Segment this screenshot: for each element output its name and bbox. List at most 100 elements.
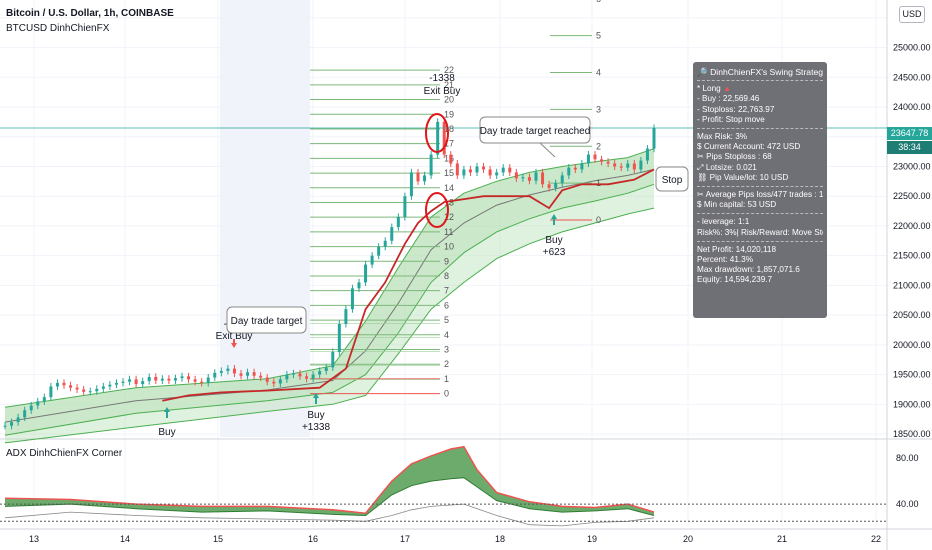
y-tick-22000.00: 22000.00 <box>893 221 931 231</box>
account-row: $ Current Account: 472 USD <box>697 142 801 152</box>
up-triangle-icon: ▲ <box>722 84 732 94</box>
level-label-5: 5 <box>444 315 449 325</box>
candle-body <box>278 379 282 384</box>
level-label-4: 4 <box>444 330 449 340</box>
level-label-22: 22 <box>444 65 454 75</box>
level-label-20: 20 <box>444 95 454 105</box>
candle-body <box>101 386 105 389</box>
candle-body <box>567 167 571 176</box>
candle-body <box>455 163 459 176</box>
candle-body <box>573 167 577 170</box>
buy-label-3: Buy <box>545 235 562 246</box>
x-tick-13: 13 <box>29 534 39 544</box>
x-tick-18: 18 <box>495 534 505 544</box>
y-tick-20500.00: 20500.00 <box>893 310 931 320</box>
buy-pips-3: +623 <box>543 247 566 258</box>
risk-reward-row: Risk%: 3%| Risk/Reward: Move Stop <box>697 227 823 237</box>
channel-mid-line <box>4 168 655 423</box>
y-tick-21000.00: 21000.00 <box>893 280 931 290</box>
buy-label-2: Buy <box>307 410 324 421</box>
level-label-14: 14 <box>444 183 454 193</box>
right-level-label-0: 0 <box>596 215 601 225</box>
level-label-10: 10 <box>444 242 454 252</box>
adx-title: ADX DinhChienFX Corner <box>6 448 123 459</box>
y-tick-19500.00: 19500.00 <box>893 370 931 380</box>
level-label-6: 6 <box>444 300 449 310</box>
avg-pips-row: ✂ Average Pips loss/477 trades : 16 <box>697 190 823 200</box>
level-label-13: 13 <box>444 197 454 207</box>
candle-body <box>324 367 328 372</box>
y-tick-24500.00: 24500.00 <box>893 72 931 82</box>
x-tick-20: 20 <box>683 534 693 544</box>
x-tick-22: 22 <box>871 534 881 544</box>
candle-body <box>534 172 538 181</box>
channel-band-inner <box>5 148 654 436</box>
candle-body <box>390 227 394 241</box>
drawdown-row: Max drawdown: 1,857,071.6 <box>697 265 800 275</box>
candle-body <box>409 172 413 197</box>
channel-lower-line <box>4 183 655 436</box>
level-label-8: 8 <box>444 271 449 281</box>
position-row: * Long ▲ <box>697 84 823 94</box>
candle-body <box>619 166 623 168</box>
x-tick-21: 21 <box>777 534 787 544</box>
net-profit-row: Net Profit: 14,020,118 <box>697 244 777 254</box>
callout-stop-text: Stop <box>662 175 683 186</box>
candle-body <box>219 371 223 373</box>
candle-body <box>508 167 512 173</box>
candle-body <box>147 376 151 382</box>
candle-body <box>305 376 309 379</box>
candle-body <box>377 246 381 256</box>
level-label-2: 2 <box>444 359 449 369</box>
level-label-17: 17 <box>444 139 454 149</box>
candle-body <box>370 255 374 265</box>
adx-line <box>4 445 655 514</box>
right-level-label-4: 4 <box>596 68 601 78</box>
candle-body <box>632 163 636 170</box>
candle-body <box>272 381 276 384</box>
y-tick-19000.00: 19000.00 <box>893 399 931 409</box>
candle-body <box>252 372 256 376</box>
candle-body <box>482 166 486 170</box>
x-tick-15: 15 <box>213 534 223 544</box>
percent-row: Percent: 41.3% <box>697 255 753 265</box>
buy-arrow-2-icon <box>313 393 319 404</box>
candle-body <box>475 166 479 173</box>
candle-body <box>554 183 558 188</box>
candle-body <box>114 382 118 385</box>
candle-body <box>645 148 649 161</box>
candle-body <box>246 372 250 376</box>
candle-body <box>141 381 145 385</box>
candle-body <box>449 154 453 164</box>
candle-body <box>180 376 184 379</box>
candle-body <box>600 159 604 162</box>
level-label-7: 7 <box>444 286 449 296</box>
pips-stoploss-row: ✂ Pips Stoploss : 68 <box>697 152 772 162</box>
level-label-3: 3 <box>444 344 449 354</box>
y-tick-21500.00: 21500.00 <box>893 251 931 261</box>
bar-countdown-tag: 38:34 <box>887 141 932 154</box>
candle-body <box>318 371 322 375</box>
level-label-16: 16 <box>444 153 454 163</box>
candle-body <box>193 379 197 382</box>
chart-title: Bitcoin / U.S. Dollar, 1h, COINBASE <box>6 8 174 19</box>
candle-body <box>593 154 597 160</box>
candle-body <box>436 121 440 155</box>
candle-body <box>403 196 407 218</box>
candle-body <box>396 217 400 228</box>
candle-body <box>75 387 79 390</box>
x-tick-16: 16 <box>308 534 318 544</box>
currency-button[interactable]: USD <box>899 6 925 23</box>
level-label-19: 19 <box>444 109 454 119</box>
candle-body <box>232 368 236 374</box>
candle-body <box>383 240 387 247</box>
candle-body <box>239 373 243 376</box>
candle-body <box>337 324 341 352</box>
candle-body <box>200 381 204 383</box>
adx-di-line <box>4 503 655 527</box>
candle-body <box>23 410 27 418</box>
callout-day-target-reached-box <box>479 116 591 144</box>
highlight-circle-top <box>425 113 449 153</box>
candle-body <box>364 264 368 283</box>
callout-day-target-text: Day trade target <box>231 316 303 327</box>
